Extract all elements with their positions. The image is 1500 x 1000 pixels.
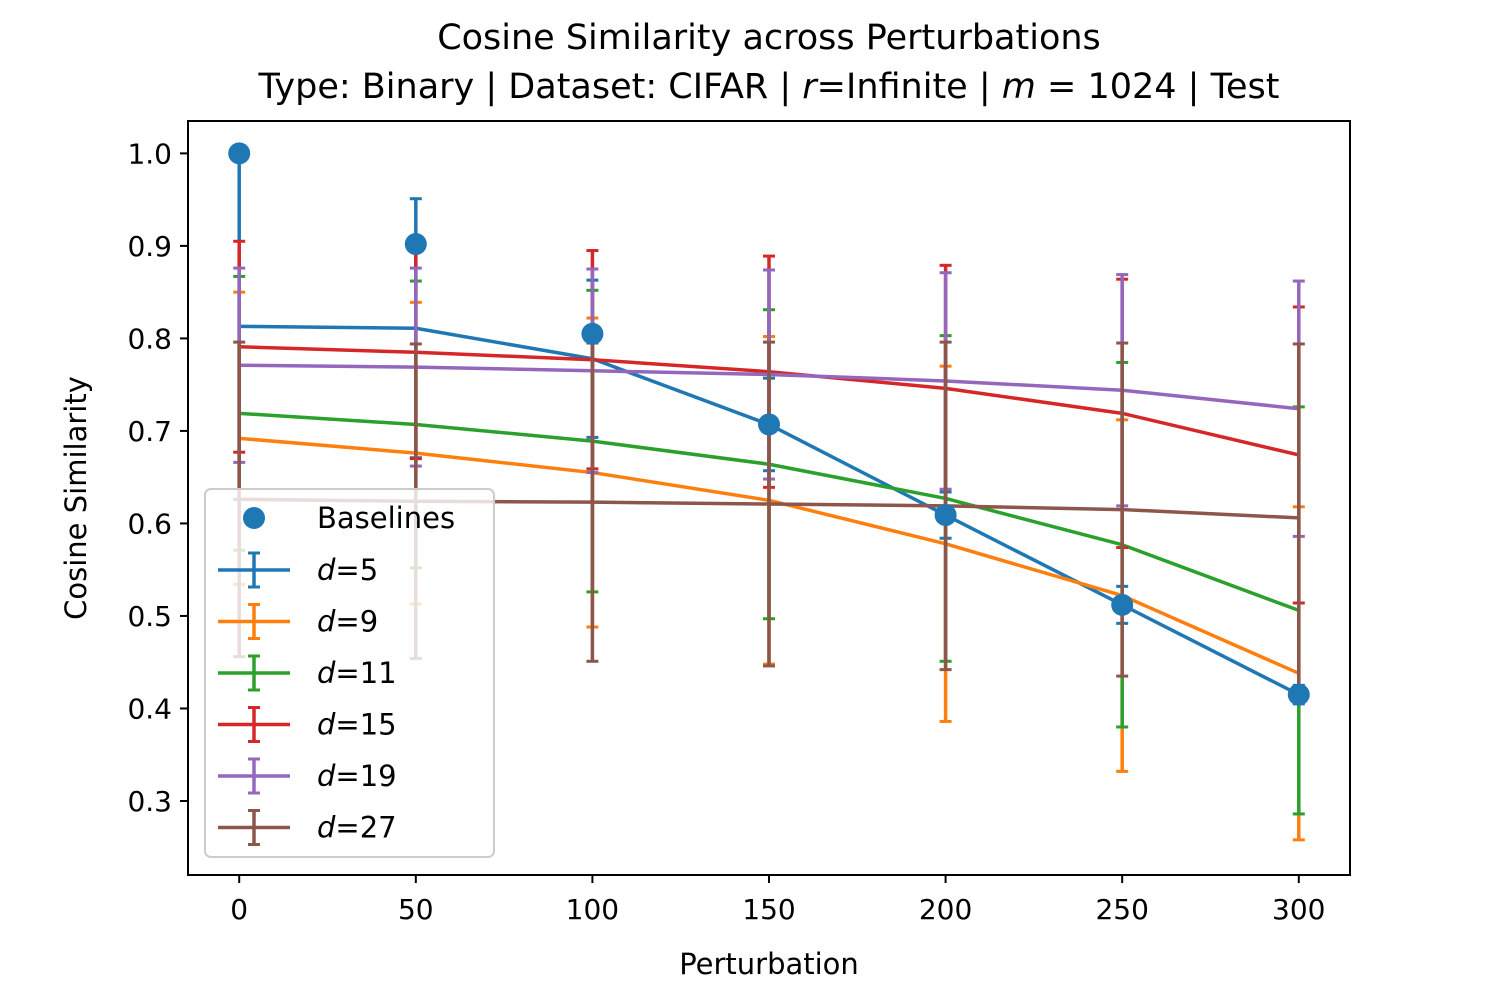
x-tick-label: 200 xyxy=(919,893,972,926)
y-tick-label: 1.0 xyxy=(127,137,172,170)
legend-entry: d=11 xyxy=(218,654,397,692)
x-tick-label: 300 xyxy=(1272,893,1325,926)
legend-label-baselines: Baselines xyxy=(317,501,455,535)
subtitle-r-value: =Infinite | xyxy=(817,67,1002,107)
x-tick-label: 0 xyxy=(230,893,248,926)
legend-box xyxy=(204,488,495,858)
x-tick-label: 150 xyxy=(742,893,795,926)
baseline-point xyxy=(1287,683,1310,706)
axis-ticks: 0 50 100 150 200 250 300 0.3 0.4 0.5 0.6 0.7 0.8 0.9 1… xyxy=(127,137,1325,926)
chart-subtitle: Type: Binary | Dataset: CIFAR | r=Infini… xyxy=(257,67,1279,107)
legend-label: d=27 xyxy=(317,811,397,845)
y-tick-label: 0.6 xyxy=(127,507,172,540)
legend-entry: d=19 xyxy=(218,757,397,795)
legend: Baselines d=5 d=9 d=11 d=15 d=19 d=27 xyxy=(204,488,495,858)
y-tick-label: 0.9 xyxy=(127,230,172,263)
legend-label: d=11 xyxy=(317,656,397,690)
legend-label: d=9 xyxy=(317,605,378,639)
x-axis-label: Perturbation xyxy=(679,947,859,981)
y-tick-label: 0.5 xyxy=(127,600,172,633)
chart-title: Cosine Similarity across Perturbations xyxy=(437,18,1101,58)
baseline-point xyxy=(404,233,427,256)
subtitle-m-var: m xyxy=(1002,67,1036,107)
legend-marker-baselines xyxy=(243,507,265,529)
legend-label: d=5 xyxy=(317,553,378,587)
y-tick-label: 0.4 xyxy=(127,692,172,725)
baseline-point xyxy=(1111,593,1134,616)
x-tick-label: 250 xyxy=(1095,893,1148,926)
baseline-point xyxy=(758,413,780,436)
legend-entry: d=5 xyxy=(218,551,378,589)
legend-label: d=19 xyxy=(317,759,397,793)
subtitle-m-value: = 1024 | Test xyxy=(1036,67,1280,107)
y-tick-label: 0.7 xyxy=(127,415,172,448)
y-tick-label: 0.3 xyxy=(127,785,172,818)
baseline-point xyxy=(934,504,957,527)
x-tick-label: 50 xyxy=(398,893,434,926)
baseline-point xyxy=(228,142,251,165)
subtitle-r-var: r xyxy=(802,67,819,107)
legend-entry: d=15 xyxy=(218,706,397,743)
x-tick-label: 100 xyxy=(566,893,619,926)
legend-label: d=15 xyxy=(317,708,397,742)
baseline-point xyxy=(581,322,604,345)
legend-entry: d=27 xyxy=(218,809,397,846)
axes-frame xyxy=(187,120,1351,876)
y-axis-label: Cosine Similarity xyxy=(59,376,93,620)
y-tick-label: 0.8 xyxy=(127,322,172,355)
legend-entry: d=9 xyxy=(218,603,378,640)
subtitle-prefix: Type: Binary | Dataset: CIFAR | xyxy=(257,67,802,107)
series-baselines xyxy=(228,142,1310,706)
